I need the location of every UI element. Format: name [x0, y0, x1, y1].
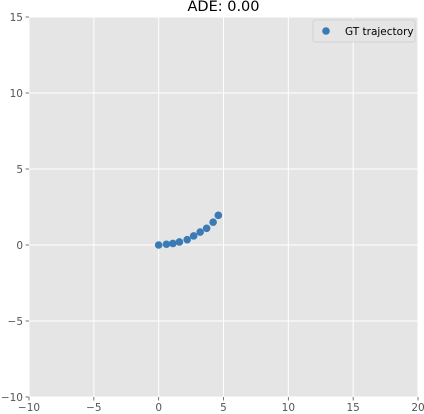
- x-tick-label: −5: [86, 402, 101, 414]
- data-point: [175, 238, 184, 246]
- data-point: [202, 224, 211, 233]
- data-point: [196, 228, 204, 236]
- legend-box: [312, 19, 416, 43]
- data-point: [154, 241, 163, 249]
- x-axis-ticks: −10 −5 0 5 10 15 20: [18, 397, 424, 414]
- legend-label: GT trajectory: [345, 26, 414, 38]
- y-tick-label: −5: [8, 316, 23, 328]
- x-tick-label: 10: [282, 402, 295, 414]
- y-tick-label: −10: [1, 392, 23, 404]
- y-tick-label: 0: [16, 240, 23, 252]
- x-tick-label: 15: [346, 402, 359, 414]
- data-point: [169, 239, 177, 248]
- data-point: [183, 235, 191, 244]
- data-point: [209, 218, 217, 226]
- x-tick-label: 0: [155, 402, 162, 414]
- data-point: [189, 232, 198, 240]
- chart-title: ADE: 0.00: [187, 0, 259, 15]
- y-tick-label: 5: [16, 164, 23, 176]
- data-point: [214, 211, 223, 220]
- legend-marker: [322, 27, 330, 35]
- y-tick-label: 10: [10, 88, 23, 100]
- x-tick-label: 5: [220, 402, 227, 414]
- data-points: [154, 211, 223, 249]
- y-axis-ticks: −10 −5 0 5 10 15: [1, 12, 29, 404]
- x-tick-label: 20: [411, 402, 424, 414]
- data-point: [162, 240, 171, 249]
- y-tick-label: 15: [10, 12, 23, 24]
- legend: GT trajectory: [312, 19, 416, 43]
- x-tick-label: −10: [18, 402, 40, 414]
